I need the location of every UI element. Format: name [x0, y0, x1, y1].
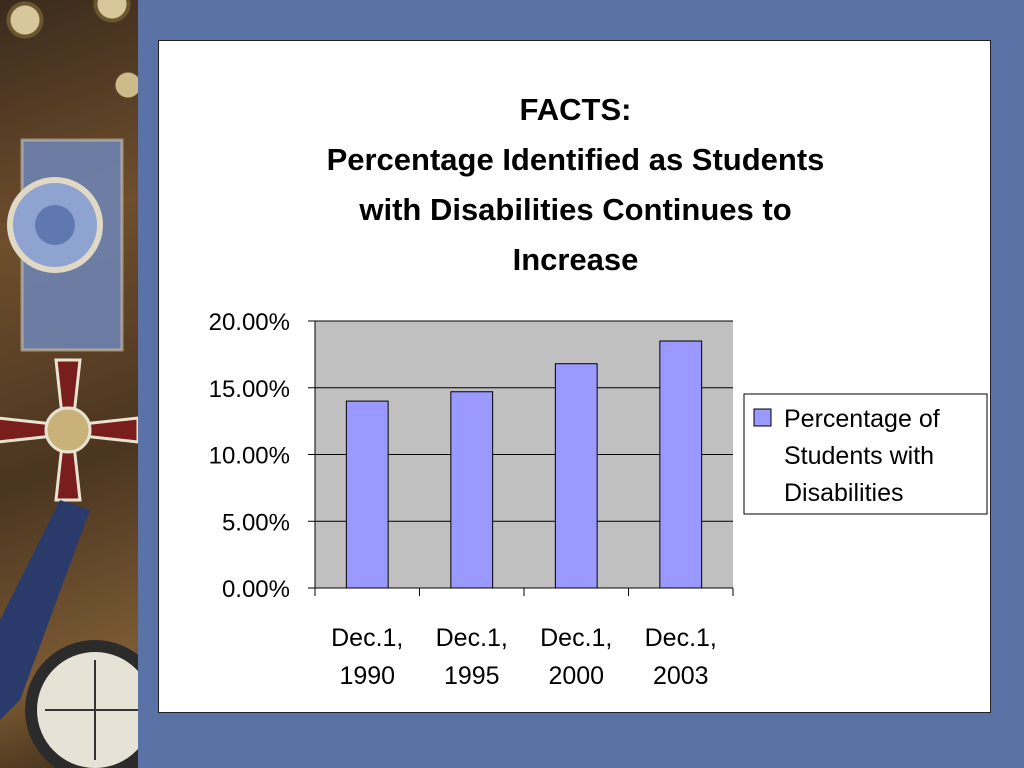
x-tick-label: Dec.1, [331, 624, 403, 652]
x-tick-labels: Dec.1, 1990 Dec.1, 1995 Dec.1, 2000 Dec.1, 2003 [331, 624, 717, 690]
bar-chart: 0.00%5.00%10.00%15.00%20.00% Dec.1,1990D… [209, 309, 988, 690]
chart-title-line: FACTS: [519, 92, 632, 127]
x-tick-label: Dec.1, [436, 624, 508, 652]
y-tick-label: 10.00% [209, 443, 290, 470]
x-tick-label: 1990 [339, 662, 395, 690]
legend-swatch [753, 408, 772, 427]
chart-panel: FACTS: Percentage Identified as Students… [158, 40, 991, 713]
legend-box [743, 393, 988, 515]
chart-title-line: Percentage Identified as Students [326, 142, 825, 177]
medal-photo-strip [0, 0, 138, 768]
axes [308, 320, 734, 596]
legend-label: Percentage of [784, 405, 940, 433]
y-tick-label: 5.00% [222, 509, 290, 536]
x-tick-label: Dec.1, [540, 624, 612, 652]
chart-title: FACTS: Percentage Identified as Students… [159, 85, 992, 285]
slide-border [138, 0, 158, 768]
x-tick-label: 2003 [653, 662, 709, 690]
chart-title-line: with Disabilities Continues to [359, 192, 792, 227]
x-tick-label: 1995 [444, 662, 500, 690]
legend-label: Disabilities [784, 479, 903, 507]
bar [659, 340, 703, 589]
y-tick-label: 15.00% [209, 376, 290, 403]
y-tick-labels: 0.00% 5.00% 10.00% 15.00% 20.00% [209, 309, 290, 603]
bar [554, 363, 598, 589]
y-tick-label: 0.00% [222, 576, 290, 603]
bar [345, 400, 389, 589]
medal-decoration-icon [0, 138, 138, 768]
bars [345, 340, 703, 589]
bar [450, 391, 494, 589]
legend-label: Students with [784, 442, 934, 470]
x-tick-label: 2000 [548, 662, 604, 690]
y-tick-label: 20.00% [209, 309, 290, 336]
x-tick-label: Dec.1, [645, 624, 717, 652]
legend: Percentage of Students with Disabilities [743, 393, 988, 515]
chart-title-line: Increase [512, 242, 639, 277]
